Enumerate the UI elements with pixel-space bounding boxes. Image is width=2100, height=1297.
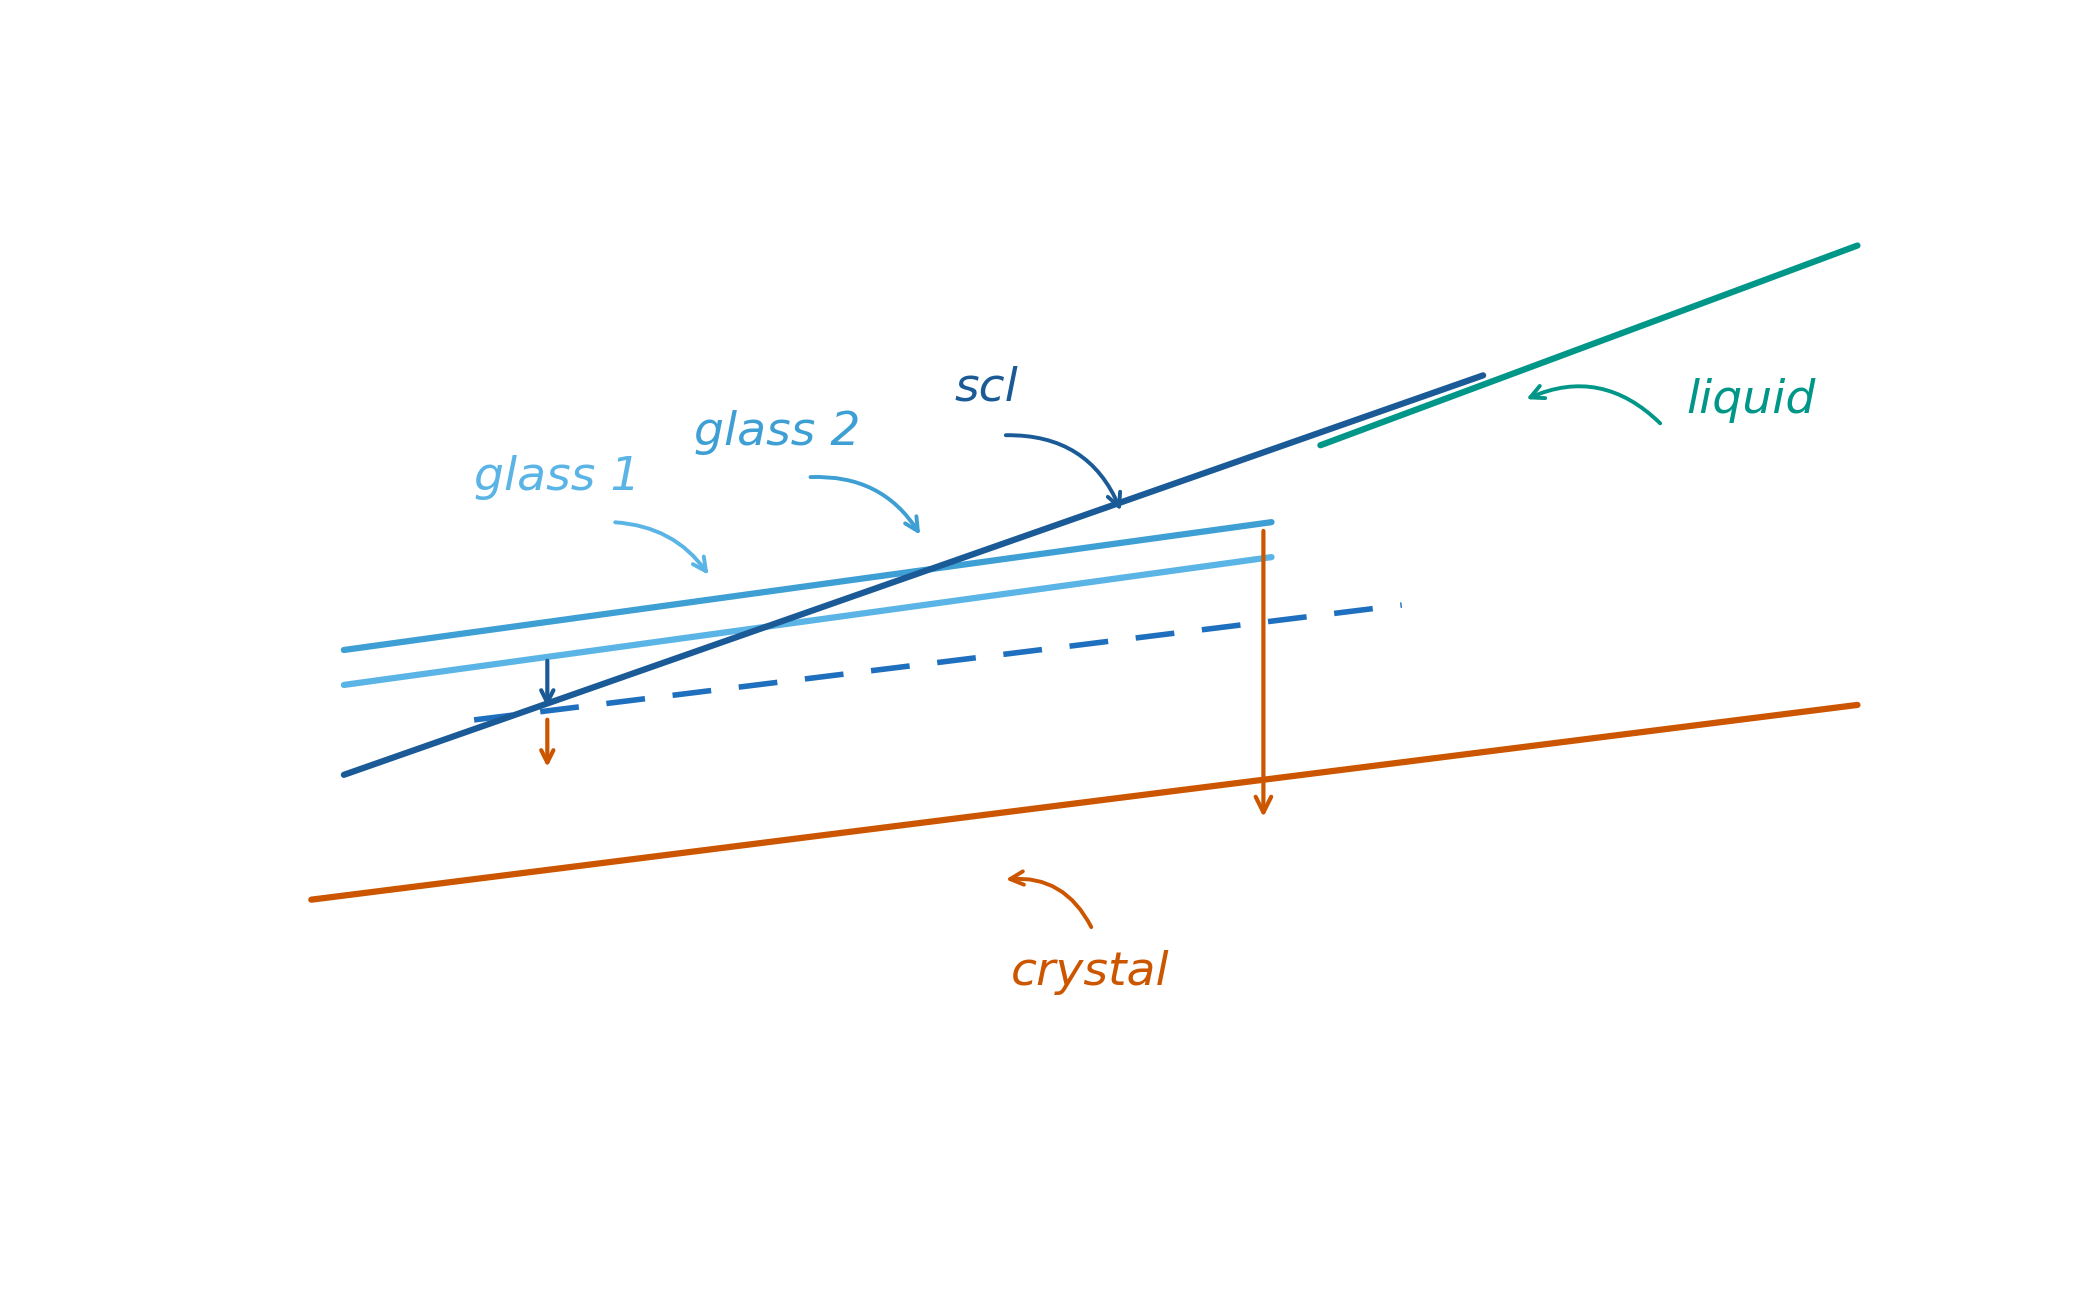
Text: glass 1: glass 1 <box>475 455 640 501</box>
Text: scl: scl <box>953 366 1018 410</box>
Text: glass 2: glass 2 <box>693 410 861 455</box>
Text: liquid: liquid <box>1686 377 1816 423</box>
Text: crystal: crystal <box>1012 949 1170 995</box>
